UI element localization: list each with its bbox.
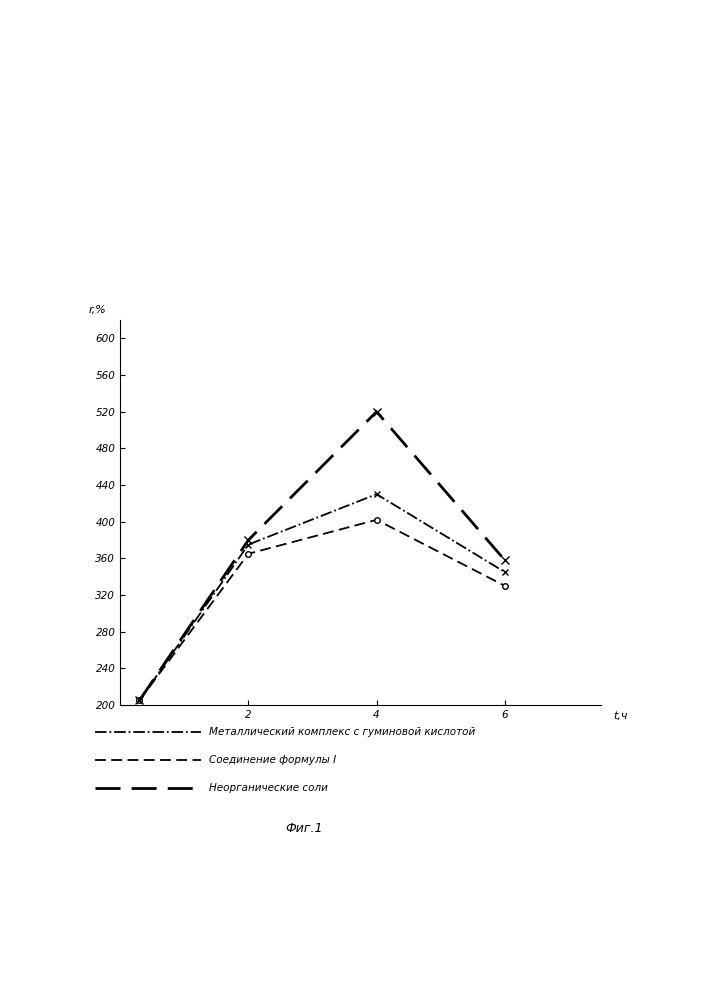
Text: Фиг.1: Фиг.1 (285, 822, 323, 835)
Text: Неорганические соли: Неорганические соли (209, 783, 327, 793)
Text: Соединение формулы I: Соединение формулы I (209, 755, 336, 765)
Text: r,%: r,% (88, 305, 106, 315)
Text: t,ч: t,ч (614, 710, 629, 720)
Text: Металлический комплекс с гуминовой кислотой: Металлический комплекс с гуминовой кисло… (209, 727, 475, 737)
